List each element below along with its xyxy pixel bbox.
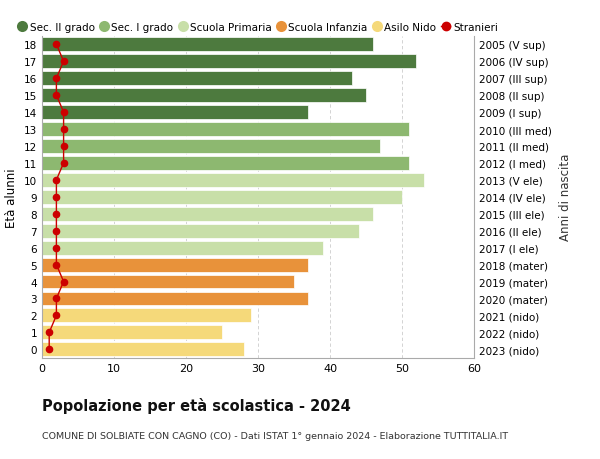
Bar (42, 275, 294, 289)
Bar (42, 72, 352, 86)
Bar (42, 309, 251, 323)
Bar (42, 224, 359, 238)
Bar (42, 106, 308, 120)
Bar (42, 241, 323, 255)
Bar (42, 326, 222, 340)
Bar (42, 342, 244, 357)
Text: COMUNE DI SOLBIATE CON CAGNO (CO) - Dati ISTAT 1° gennaio 2024 - Elaborazione TU: COMUNE DI SOLBIATE CON CAGNO (CO) - Dati… (42, 431, 508, 441)
Bar (42, 190, 402, 204)
Bar (42, 292, 308, 306)
Bar (42, 140, 380, 154)
Bar (42, 123, 409, 137)
Y-axis label: Anni di nascita: Anni di nascita (559, 154, 572, 241)
Bar (42, 38, 373, 52)
Bar (42, 157, 409, 170)
Bar (42, 258, 308, 272)
Bar (42, 207, 373, 221)
Bar (42, 89, 366, 103)
Bar (42, 55, 416, 69)
Text: Popolazione per età scolastica - 2024: Popolazione per età scolastica - 2024 (42, 397, 351, 413)
Y-axis label: Età alunni: Età alunni (5, 168, 19, 227)
Bar (42, 174, 424, 187)
Legend: Sec. II grado, Sec. I grado, Scuola Primaria, Scuola Infanzia, Asilo Nido, Stran: Sec. II grado, Sec. I grado, Scuola Prim… (14, 19, 502, 38)
